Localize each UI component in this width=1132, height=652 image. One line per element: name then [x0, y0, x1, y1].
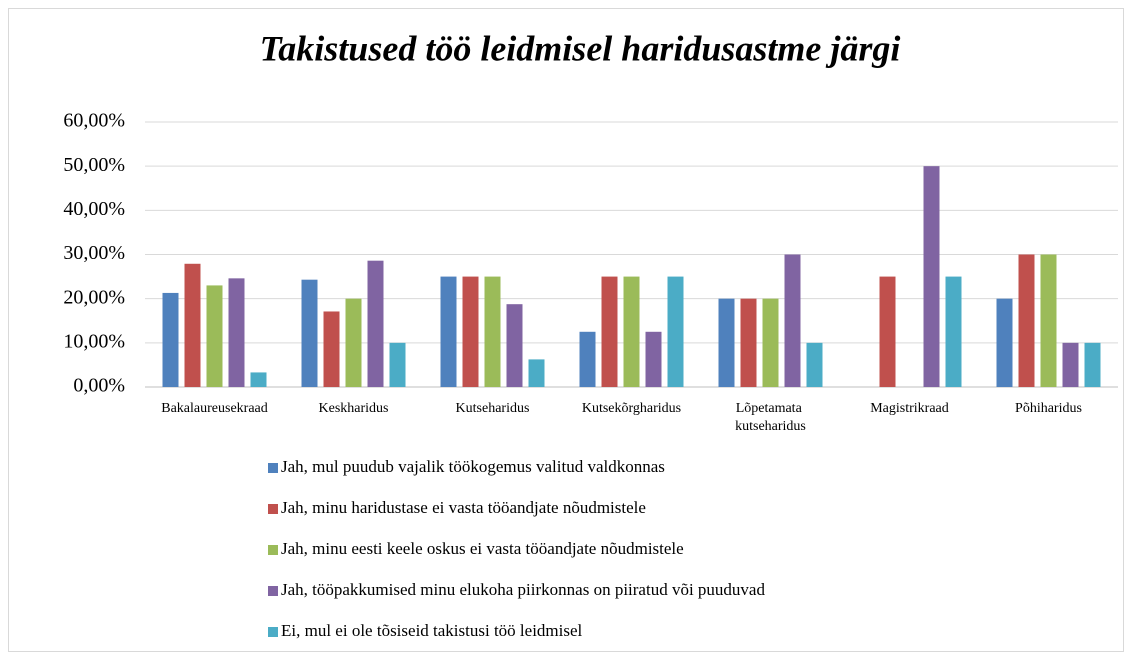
- bar: [1062, 342, 1079, 387]
- bar: [345, 298, 362, 387]
- bar: [367, 260, 384, 387]
- bar: [1040, 254, 1057, 387]
- bar: [879, 276, 896, 387]
- legend-swatch: [268, 627, 278, 637]
- legend-swatch: [268, 463, 278, 473]
- bar: [806, 342, 823, 387]
- bar: [528, 359, 545, 387]
- x-tick-label: Lõpetamata kutseharidus: [735, 401, 806, 434]
- bar: [323, 311, 340, 387]
- x-tick-label: Magistrikraad: [870, 401, 949, 416]
- y-tick-label: 0,00%: [73, 375, 125, 397]
- bar: [945, 276, 962, 387]
- y-tick-label: 30,00%: [63, 242, 125, 264]
- x-tick-label: Põhiharidus: [1015, 401, 1082, 416]
- bar: [623, 276, 640, 387]
- bar: [784, 254, 801, 387]
- x-tick-label: Bakalaureusekraad: [161, 401, 268, 416]
- y-tick-label: 20,00%: [63, 286, 125, 308]
- legend-swatch: [268, 504, 278, 514]
- bar: [645, 331, 662, 387]
- bar: [601, 276, 618, 387]
- bar: [667, 276, 684, 387]
- bar: [184, 263, 201, 387]
- bar: [301, 279, 318, 387]
- bar: [1084, 342, 1101, 387]
- bar: [996, 298, 1013, 387]
- bar: [740, 298, 757, 387]
- bar: [389, 342, 406, 387]
- legend-swatch: [268, 586, 278, 596]
- bar: [162, 292, 179, 387]
- bar: [440, 276, 457, 387]
- bar: [579, 331, 596, 387]
- y-tick-label: 50,00%: [63, 154, 125, 176]
- bar: [250, 372, 267, 387]
- legend-label: Jah, mul puudub vajalik töökogemus valit…: [281, 457, 665, 476]
- legend-label: Jah, minu eesti keele oskus ei vasta töö…: [281, 539, 684, 558]
- x-tick-label: Kutsekõrgharidus: [582, 401, 681, 416]
- bar: [228, 278, 245, 387]
- bar: [462, 276, 479, 387]
- y-tick-label: 60,00%: [63, 110, 125, 132]
- x-tick-label: Keskharidus: [319, 401, 389, 416]
- bar: [718, 298, 735, 387]
- legend-label: Jah, tööpakkumised minu elukoha piirkonn…: [281, 580, 765, 599]
- x-tick-label: Kutseharidus: [456, 401, 530, 416]
- bar: [923, 166, 940, 387]
- legend-label: Ei, mul ei ole tõsiseid takistusi töö le…: [281, 621, 583, 640]
- bar: [762, 298, 779, 387]
- y-tick-label: 10,00%: [63, 330, 125, 352]
- legend-swatch: [268, 545, 278, 555]
- bar: [206, 285, 223, 387]
- bar: [506, 304, 523, 387]
- bar: [1018, 254, 1035, 387]
- legend-label: Jah, minu haridustase ei vasta tööandjat…: [281, 498, 646, 517]
- y-tick-label: 40,00%: [63, 198, 125, 220]
- bar: [484, 276, 501, 387]
- chart-title: Takistused töö leidmisel haridusastme jä…: [260, 28, 901, 68]
